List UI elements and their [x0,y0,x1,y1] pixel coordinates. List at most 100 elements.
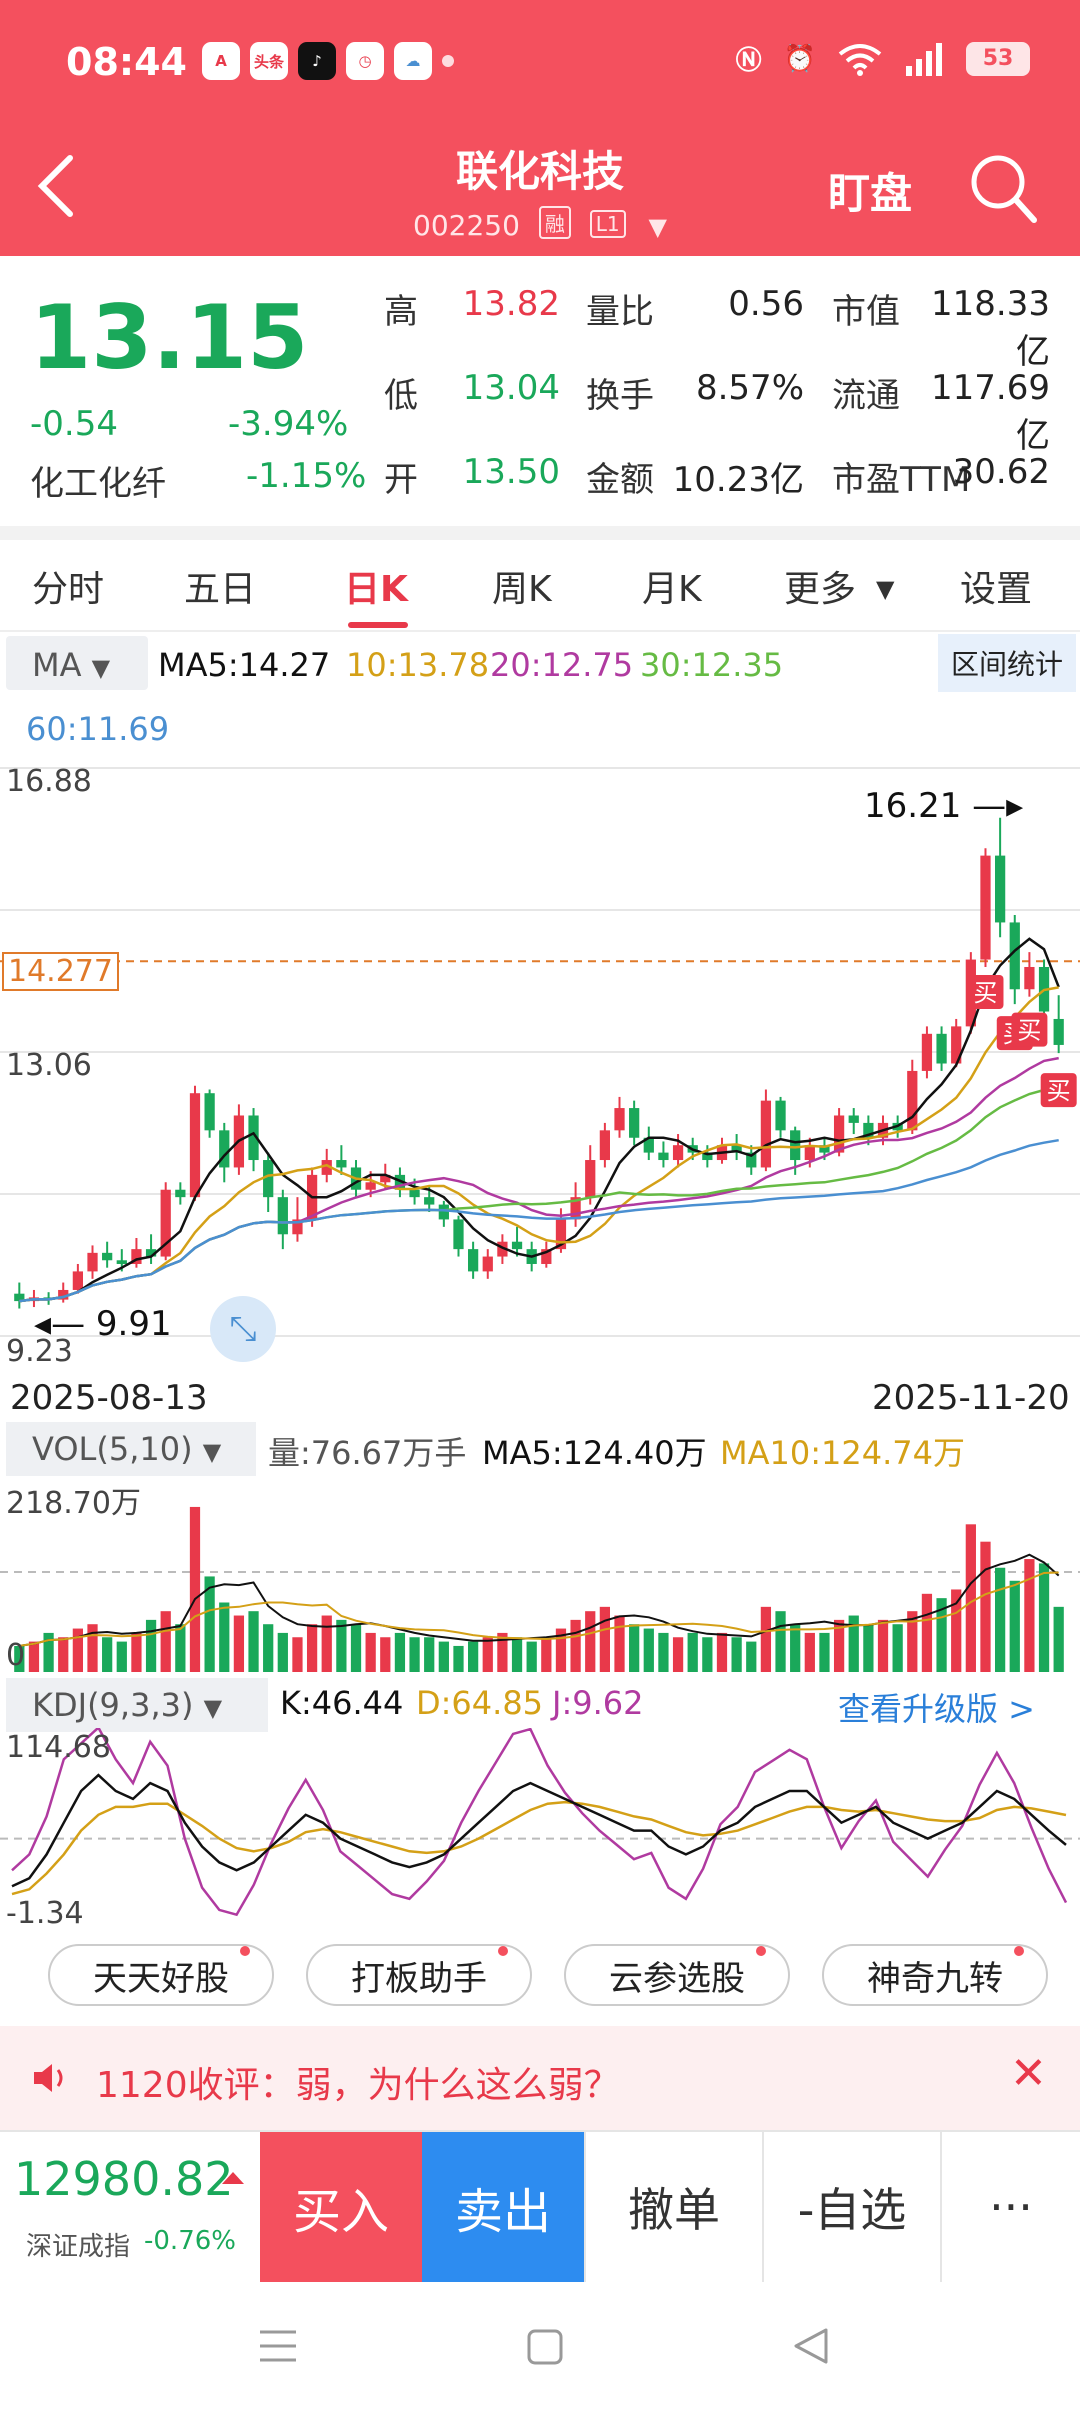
candle-body [87,1252,98,1272]
volume-bar [453,1645,464,1672]
candle-body [58,1289,69,1300]
kdj-chart [0,1728,1080,1917]
search-icon[interactable] [968,152,1038,224]
app-notification-icon: 头条 [250,42,288,80]
dropdown-icon[interactable]: ▼ [648,213,667,241]
volume-bar [248,1611,259,1672]
low-marker-value: 9.91 [95,1304,172,1344]
ma-indicator-selector[interactable]: MA ▼ [6,636,148,690]
volume-bar [102,1637,113,1672]
kdj-j-value: J:9.62 [552,1684,644,1722]
volume-bar [1024,1559,1035,1672]
candle-body [277,1197,288,1235]
volume-bar [687,1632,698,1672]
close-icon[interactable]: ✕ [1010,2048,1047,2099]
volume-bar [336,1619,347,1672]
range-stats-button[interactable]: 区间统计 [938,634,1076,692]
candle-body [394,1174,406,1190]
buy-signal-bg [967,974,1004,1009]
candle-body [746,1152,757,1168]
turnover-label: 换手 [586,376,654,416]
pe-label: 市盈TTM [832,460,971,500]
candle-body [804,1145,815,1161]
home-icon[interactable] [526,2328,564,2366]
back-icon[interactable] [792,2326,830,2366]
open-label: 开 [384,460,418,500]
tool-daily-picks[interactable]: 天天好股 [48,1944,274,2006]
tool-label: 神奇九转 [867,1958,1003,1999]
active-tab-indicator [348,622,408,628]
index-value[interactable]: 12980.82 [14,2152,234,2206]
tab-five-day[interactable]: 五日 [184,569,257,610]
candle-body [629,1108,640,1138]
candle-body [453,1219,464,1250]
tool-magic-nine[interactable]: 神奇九转 [822,1944,1048,2006]
volume-bar [87,1624,98,1672]
ma30-value: 30:12.35 [640,646,784,684]
industry-name[interactable]: 化工化纤 [30,464,166,504]
more-button[interactable]: ··· [940,2132,1080,2282]
app-header: 08:44 A 头条 ♪ ◷ ☁ Ⓝ ⏰ 53 联化科技 002250 融 L1… [0,0,1080,256]
volume-bar [790,1624,801,1672]
view-upgrade-link[interactable]: 查看升级版 > [838,1690,1035,1728]
volume-bar [541,1637,552,1672]
volume-bar [702,1637,713,1672]
chevron-down-icon: ▼ [202,1438,222,1466]
candle-body [1009,922,1020,990]
candle-body [72,1271,83,1290]
stock-code-row[interactable]: 002250 融 L1 ▼ [0,206,1080,242]
volume-chart [0,1506,1080,1672]
buy-button[interactable]: 买入 [260,2132,422,2282]
tool-limit-up-assistant[interactable]: 打板助手 [306,1944,532,2006]
watch-button[interactable]: 盯盘 [828,169,913,218]
current-price: 13.15 [30,286,309,389]
app-notification-icon: ☁ [394,42,432,80]
index-name: 深证成指 [26,2232,131,2262]
new-badge [498,1946,508,1956]
float-value: 117.69亿 [931,368,1050,456]
candle-body [131,1249,142,1264]
ma5-value: MA5:14.27 [158,646,331,684]
new-badge [240,1946,250,1956]
expand-icon[interactable]: ⤡ [210,1296,276,1362]
ma5-line [19,937,1060,1303]
volume-bar [1038,1563,1050,1672]
candle-body [380,1174,391,1183]
tab-settings[interactable]: 设置 [960,569,1033,610]
news-headline[interactable]: 1120收评：弱，为什么这么弱？ [96,2065,620,2106]
sell-button[interactable]: 卖出 [422,2132,584,2282]
volume-bar [614,1615,625,1672]
arrow-left-icon: ◂— [34,1304,86,1344]
volume-bar [204,1576,215,1672]
kdj-y-bottom-label: -1.34 [6,1896,84,1931]
ma60-value: 60:11.69 [26,710,170,748]
tool-cloud-screener[interactable]: 云参选股 [564,1944,790,2006]
high-value: 13.82 [462,284,560,324]
low-value: 13.04 [462,368,560,408]
volume-bar [175,1624,186,1672]
candle-body [219,1130,230,1168]
volume-bar [599,1606,610,1672]
tab-intraday[interactable]: 分时 [32,569,105,610]
volume-bar [14,1645,25,1672]
volume-ma10-line [19,1571,1059,1647]
candlestick-chart[interactable]: 买买买买 [0,756,1080,1376]
cancel-order-button[interactable]: 撤单 [584,2132,762,2282]
candle-body [292,1219,303,1235]
tab-weekly-k[interactable]: 周K [492,569,552,610]
kdj-indicator-selector[interactable]: KDJ(9,3,3) ▼ [6,1678,268,1732]
tab-daily-k[interactable]: 日K [344,569,408,610]
candle-body [658,1152,669,1161]
back-arrow-icon[interactable] [34,152,78,220]
x-axis-start-date: 2025-08-13 [10,1378,208,1418]
candle-body [995,855,1006,923]
menu-icon[interactable] [258,2328,298,2364]
y-axis-top-label: 16.88 [6,764,92,799]
news-banner[interactable]: 1120收评：弱，为什么这么弱？ ✕ [0,2026,1080,2130]
volume-bar [28,1641,40,1672]
tab-more[interactable]: 更多 ▼ [784,560,894,612]
volume-indicator-selector[interactable]: VOL(5,10) ▼ [6,1422,256,1476]
kdj-k-value: K:46.44 [280,1684,404,1722]
tab-monthly-k[interactable]: 月K [642,569,702,610]
remove-watchlist-button[interactable]: -自选 [762,2132,940,2282]
